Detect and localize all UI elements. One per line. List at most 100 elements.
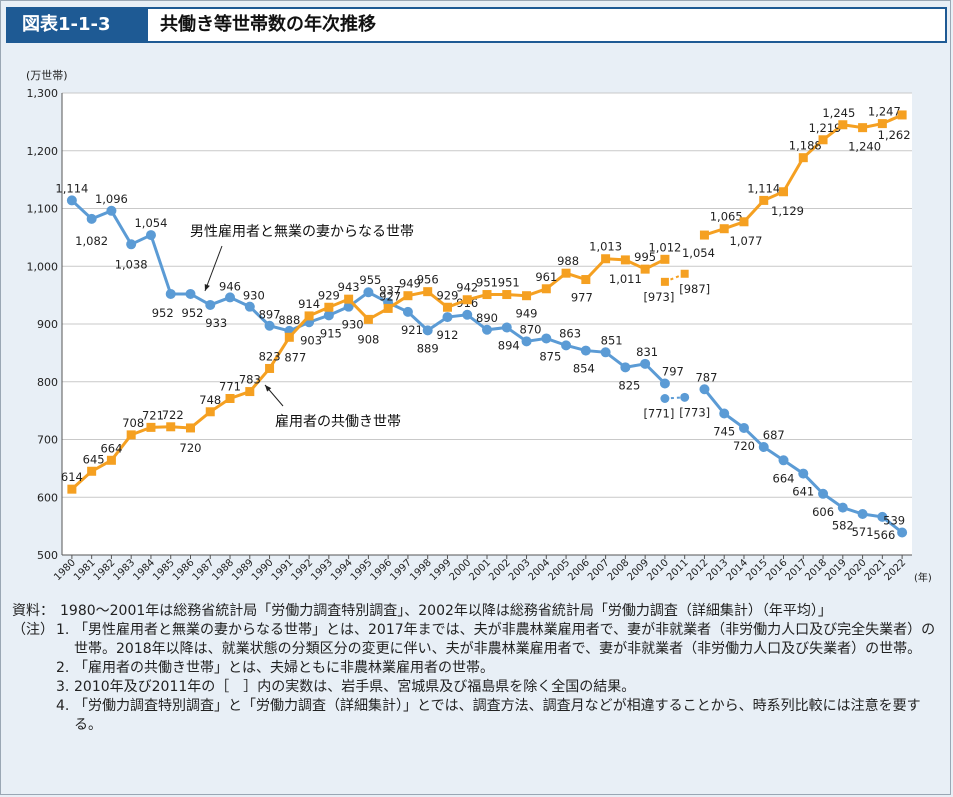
annotation-arrow bbox=[204, 245, 223, 292]
dual-income-point bbox=[324, 302, 334, 312]
x-tick-label: 1995 bbox=[349, 557, 375, 583]
husband-only-data-label: 915 bbox=[320, 326, 342, 340]
husband-only-point bbox=[86, 213, 97, 224]
x-tick-label: 2017 bbox=[784, 557, 810, 583]
dual-income-point bbox=[423, 287, 433, 297]
dual-income-data-label: 1,012 bbox=[648, 240, 681, 254]
dual-income-point bbox=[779, 187, 789, 197]
note-item: （注） 1. 「男性雇用者と無業の妻からなる世帯」とは、2017年までは、夫が非農林… bbox=[12, 621, 942, 659]
husband-only-point bbox=[897, 527, 908, 538]
note-text: 2010年及び2011年の［ ］内の実数は、岩手県、宮城県及び福島県を除く全国の… bbox=[74, 679, 636, 695]
dual-income-point bbox=[502, 290, 512, 300]
husband-only-data-label: 720 bbox=[733, 439, 755, 453]
dual-income-point bbox=[284, 332, 294, 342]
husband-only-data-label: 888 bbox=[278, 313, 300, 327]
husband-only-point bbox=[719, 408, 730, 419]
x-tick-label: 1983 bbox=[112, 557, 138, 583]
dual-income-point bbox=[67, 484, 77, 494]
x-tick-label: 2005 bbox=[546, 557, 572, 583]
husband-only-point bbox=[798, 468, 809, 479]
y-tick-label: 600 bbox=[37, 491, 58, 504]
y-tick-label: 1,300 bbox=[27, 87, 59, 100]
note-text: 「男性雇用者と無業の妻からなる世帯」とは、2017年までは、夫が非農林業雇用者で… bbox=[74, 622, 936, 657]
x-tick-label: 1991 bbox=[270, 557, 296, 583]
husband-only-point bbox=[462, 309, 473, 320]
husband-only-data-label: 664 bbox=[773, 471, 795, 485]
husband-only-point bbox=[422, 325, 433, 336]
dual-income-point bbox=[482, 290, 492, 300]
chart-axes: 500 600 700 800 900 1,000 1,100 1,200 1,300 (万世帯)… bbox=[26, 69, 932, 584]
x-tick-label: 2018 bbox=[803, 557, 829, 583]
husband-only-data-label: 566 bbox=[873, 528, 895, 542]
figure-notes: 資料： 1980～2001年は総務省統計局「労働力調査特別調査」、2002年以降… bbox=[12, 602, 942, 735]
x-tick-label: 2002 bbox=[487, 557, 513, 583]
dual-income-point bbox=[185, 423, 195, 433]
dual-income-data-label: 995 bbox=[634, 250, 656, 264]
husband-only-point bbox=[225, 292, 236, 303]
dual-income-data-label: 1,114 bbox=[747, 181, 780, 195]
x-tick-label: 1982 bbox=[92, 557, 118, 583]
dual-income-point bbox=[858, 123, 868, 133]
dual-income-point bbox=[699, 230, 709, 240]
dual-income-point bbox=[245, 387, 255, 397]
dual-income-data-label: 1,188 bbox=[789, 139, 822, 153]
dual-income-point bbox=[344, 294, 354, 304]
husband-only-data-label: 854 bbox=[573, 362, 595, 376]
dual-income-point bbox=[739, 217, 749, 227]
x-tick-label: 2008 bbox=[606, 557, 632, 583]
dual-income-point bbox=[225, 393, 235, 403]
dual-income-data-label: 1,129 bbox=[771, 204, 804, 218]
husband-only-data-label: 921 bbox=[401, 323, 423, 337]
husband-only-point bbox=[837, 502, 848, 513]
dual-income-data-label: 1,077 bbox=[730, 234, 763, 248]
dual-income-data-label: 988 bbox=[557, 254, 579, 268]
husband-only-data-label: 890 bbox=[476, 311, 498, 325]
source-row: 資料： 1980～2001年は総務省統計局「労働力調査特別調査」、2002年以降… bbox=[12, 602, 942, 621]
x-tick-label: 2012 bbox=[685, 557, 711, 583]
dual-income-data-label: 1,065 bbox=[710, 210, 743, 224]
dual-income-data-label: 943 bbox=[338, 280, 360, 294]
dual-income-data-label: 645 bbox=[83, 452, 105, 466]
husband-only-point bbox=[264, 320, 275, 331]
figure-number: 図表1-1-3 bbox=[8, 9, 148, 41]
husband-only-data-label: 1,096 bbox=[95, 192, 128, 206]
husband-only-point bbox=[66, 195, 77, 206]
husband-only-point bbox=[165, 288, 176, 299]
x-tick-label: 1998 bbox=[408, 557, 434, 583]
dual-income-data-label: 708 bbox=[122, 416, 144, 430]
dual-income-point bbox=[87, 466, 97, 476]
dual-income-point bbox=[146, 422, 156, 432]
husband-only-bracket-label: [773] bbox=[679, 405, 710, 419]
y-tick-label: 900 bbox=[37, 318, 58, 331]
y-tick-label: 1,200 bbox=[27, 145, 59, 158]
dual-income-point bbox=[403, 291, 413, 301]
dual-income-data-label: 1,219 bbox=[809, 121, 842, 135]
husband-only-point bbox=[857, 508, 868, 519]
dual-income-bracket-point bbox=[660, 277, 669, 286]
dual-income-data-label: 929 bbox=[318, 288, 340, 302]
husband-only-data-label: 745 bbox=[713, 425, 735, 439]
dual-income-data-label: 1,011 bbox=[609, 272, 642, 286]
husband-only-data-label: 571 bbox=[852, 525, 874, 539]
y-tick-label: 1,000 bbox=[27, 260, 59, 273]
husband-only-point bbox=[758, 442, 769, 453]
husband-only-point bbox=[620, 362, 631, 373]
dual-income-point bbox=[265, 363, 275, 373]
husband-only-point bbox=[482, 324, 492, 335]
husband-only-data-label: 851 bbox=[601, 333, 623, 347]
husband-only-data-label: 831 bbox=[636, 345, 658, 359]
dual-income-point bbox=[442, 302, 452, 312]
x-tick-label: 2013 bbox=[705, 557, 731, 583]
dual-income-data-label: 720 bbox=[180, 441, 202, 455]
dual-income-point bbox=[897, 110, 907, 120]
husband-only-point bbox=[442, 312, 453, 323]
x-tick-label: 1994 bbox=[329, 557, 355, 583]
husband-only-data-label: 875 bbox=[539, 349, 561, 363]
husband-only-point bbox=[640, 358, 651, 369]
dual-income-point bbox=[522, 291, 532, 301]
dual-income-data-label: 951 bbox=[498, 276, 520, 290]
dual-income-data-label: 977 bbox=[571, 291, 593, 305]
note-item: 3. 2010年及び2011年の［ ］内の実数は、岩手県、宮城県及び福島県を除く全… bbox=[12, 678, 942, 697]
